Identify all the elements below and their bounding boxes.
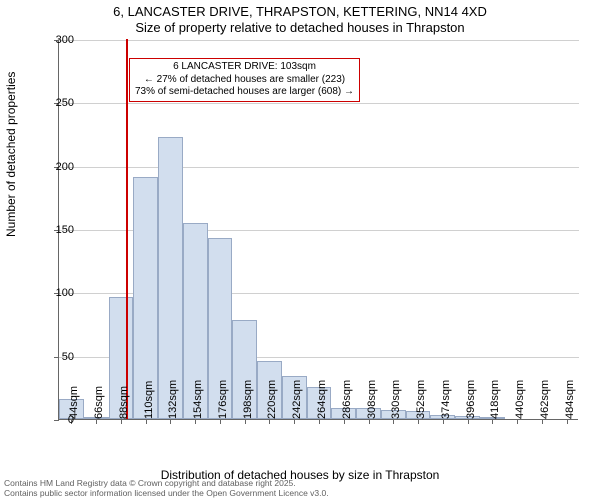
- property-marker-line: [126, 39, 128, 419]
- x-tick-label: 176sqm: [217, 380, 229, 419]
- x-tick-mark: [294, 419, 295, 424]
- chart-title-line2: Size of property relative to detached ho…: [0, 20, 600, 35]
- x-tick-label: 286sqm: [341, 380, 353, 419]
- x-tick-label: 484sqm: [564, 380, 576, 419]
- x-tick-label: 352sqm: [415, 380, 427, 419]
- gridline: [59, 167, 579, 168]
- x-tick-mark: [96, 419, 97, 424]
- annotation-line3: 73% of semi-detached houses are larger (…: [135, 86, 354, 99]
- y-tick-label: 200: [56, 161, 74, 173]
- x-tick-mark: [245, 419, 246, 424]
- footer-line2: Contains public sector information licen…: [4, 489, 329, 498]
- x-tick-mark: [369, 419, 370, 424]
- annotation-line2: ← 27% of detached houses are smaller (22…: [135, 74, 354, 87]
- x-tick-mark: [344, 419, 345, 424]
- x-tick-label: 242sqm: [291, 380, 303, 419]
- x-tick-label: 308sqm: [366, 380, 378, 419]
- x-tick-mark: [269, 419, 270, 424]
- x-tick-label: 220sqm: [266, 380, 278, 419]
- gridline: [59, 103, 579, 104]
- y-tick-label: 0: [68, 414, 74, 426]
- x-tick-label: 396sqm: [465, 380, 477, 419]
- x-tick-label: 374sqm: [440, 380, 452, 419]
- x-tick-mark: [492, 419, 493, 424]
- x-tick-mark: [468, 419, 469, 424]
- x-tick-label: 132sqm: [167, 380, 179, 419]
- x-tick-mark: [418, 419, 419, 424]
- annotation-box: 6 LANCASTER DRIVE: 103sqm← 27% of detach…: [129, 58, 360, 102]
- y-tick-label: 100: [56, 287, 74, 299]
- x-tick-mark: [121, 419, 122, 424]
- x-tick-mark: [542, 419, 543, 424]
- histogram-bar: [158, 137, 183, 419]
- gridline: [59, 40, 579, 41]
- x-tick-label: 462sqm: [539, 380, 551, 419]
- x-tick-label: 418sqm: [489, 380, 501, 419]
- chart-container: 6 LANCASTER DRIVE: 103sqm← 27% of detach…: [58, 40, 578, 420]
- x-tick-mark: [170, 419, 171, 424]
- x-tick-mark: [195, 419, 196, 424]
- x-tick-label: 440sqm: [514, 380, 526, 419]
- x-tick-mark: [393, 419, 394, 424]
- x-tick-mark: [517, 419, 518, 424]
- x-tick-label: 198sqm: [242, 380, 254, 419]
- x-tick-label: 264sqm: [316, 380, 328, 419]
- x-tick-label: 88sqm: [118, 386, 130, 419]
- y-tick-label: 300: [56, 34, 74, 46]
- x-tick-mark: [319, 419, 320, 424]
- y-axis-label: Number of detached properties: [4, 72, 18, 237]
- x-tick-mark: [220, 419, 221, 424]
- y-tick-mark: [54, 357, 59, 358]
- y-tick-mark: [54, 420, 59, 421]
- y-tick-label: 150: [56, 224, 74, 236]
- x-tick-label: 110sqm: [143, 381, 155, 419]
- footer-attribution: Contains HM Land Registry data © Crown c…: [4, 479, 329, 498]
- x-tick-label: 154sqm: [192, 380, 204, 419]
- plot-area: 6 LANCASTER DRIVE: 103sqm← 27% of detach…: [58, 40, 578, 420]
- chart-title-line1: 6, LANCASTER DRIVE, THRAPSTON, KETTERING…: [0, 4, 600, 19]
- x-tick-mark: [146, 419, 147, 424]
- y-tick-label: 250: [56, 97, 74, 109]
- x-tick-label: 66sqm: [93, 386, 105, 419]
- annotation-line1: 6 LANCASTER DRIVE: 103sqm: [135, 61, 354, 74]
- x-tick-mark: [567, 419, 568, 424]
- y-tick-label: 50: [62, 351, 74, 363]
- x-tick-mark: [443, 419, 444, 424]
- x-tick-label: 330sqm: [390, 380, 402, 419]
